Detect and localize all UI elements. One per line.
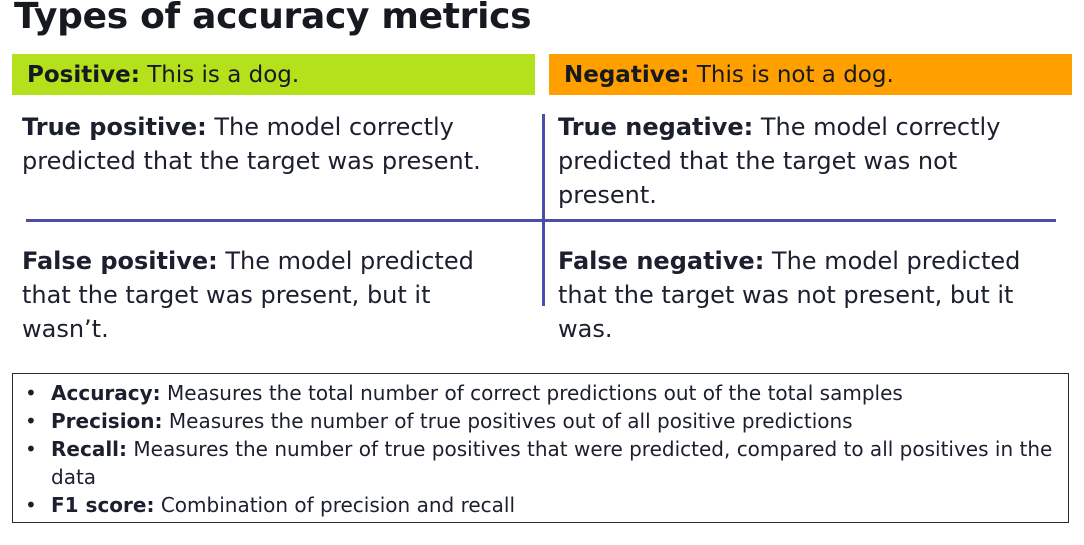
definition-term: F1 score: [51,493,155,517]
definition-text: Combination of precision and recall [154,493,516,517]
vertical-divider [542,114,545,306]
bullet-icon: • [25,437,37,461]
true-positive-label: True positive: [22,113,207,141]
definition-item-f1-score: • F1 score: Combination of precision and … [25,491,1068,519]
definitions-box: • Accuracy: Measures the total number of … [12,373,1069,523]
negative-label: Negative: [564,62,690,88]
bullet-icon: • [25,409,37,433]
false-positive-text: The model predicted that the target was … [22,247,474,343]
true-negative-cell: True negative: The model correctly predi… [558,110,1058,212]
false-negative-text: The model predicted that the target was … [558,247,1021,343]
negative-text: This is not a dog. [689,62,894,88]
definition-item-accuracy: • Accuracy: Measures the total number of … [25,379,1068,407]
true-negative-label: True negative: [558,113,754,141]
definition-term: Recall: [51,437,128,461]
definition-text: Measures the total number of correct pre… [160,381,903,405]
bullet-icon: • [25,493,37,517]
negative-banner: Negative: This is not a dog. [549,54,1072,95]
page-title: Types of accuracy metrics [14,0,532,37]
definition-item-recall: • Recall: Measures the number of true pos… [25,435,1068,491]
definition-term: Precision: [51,409,163,433]
true-negative-text: The model correctly predicted that the t… [558,113,1001,209]
positive-banner: Positive: This is a dog. [12,54,535,95]
positive-label: Positive: [27,62,140,88]
bullet-icon: • [25,381,37,405]
definition-term: Accuracy: [51,381,161,405]
definition-text: Measures the number of true positives th… [51,437,1053,489]
false-positive-cell: False positive: The model predicted that… [22,244,522,346]
definition-item-precision: • Precision: Measures the number of true … [25,407,1068,435]
horizontal-divider [26,219,1056,222]
false-negative-cell: False negative: The model predicted that… [558,244,1058,346]
false-negative-label: False negative: [558,247,765,275]
positive-text: This is a dog. [139,62,300,88]
true-positive-cell: True positive: The model correctly predi… [22,110,522,178]
definition-text: Measures the number of true positives ou… [162,409,853,433]
true-positive-text: The model correctly predicted that the t… [22,113,481,175]
false-positive-label: False positive: [22,247,218,275]
